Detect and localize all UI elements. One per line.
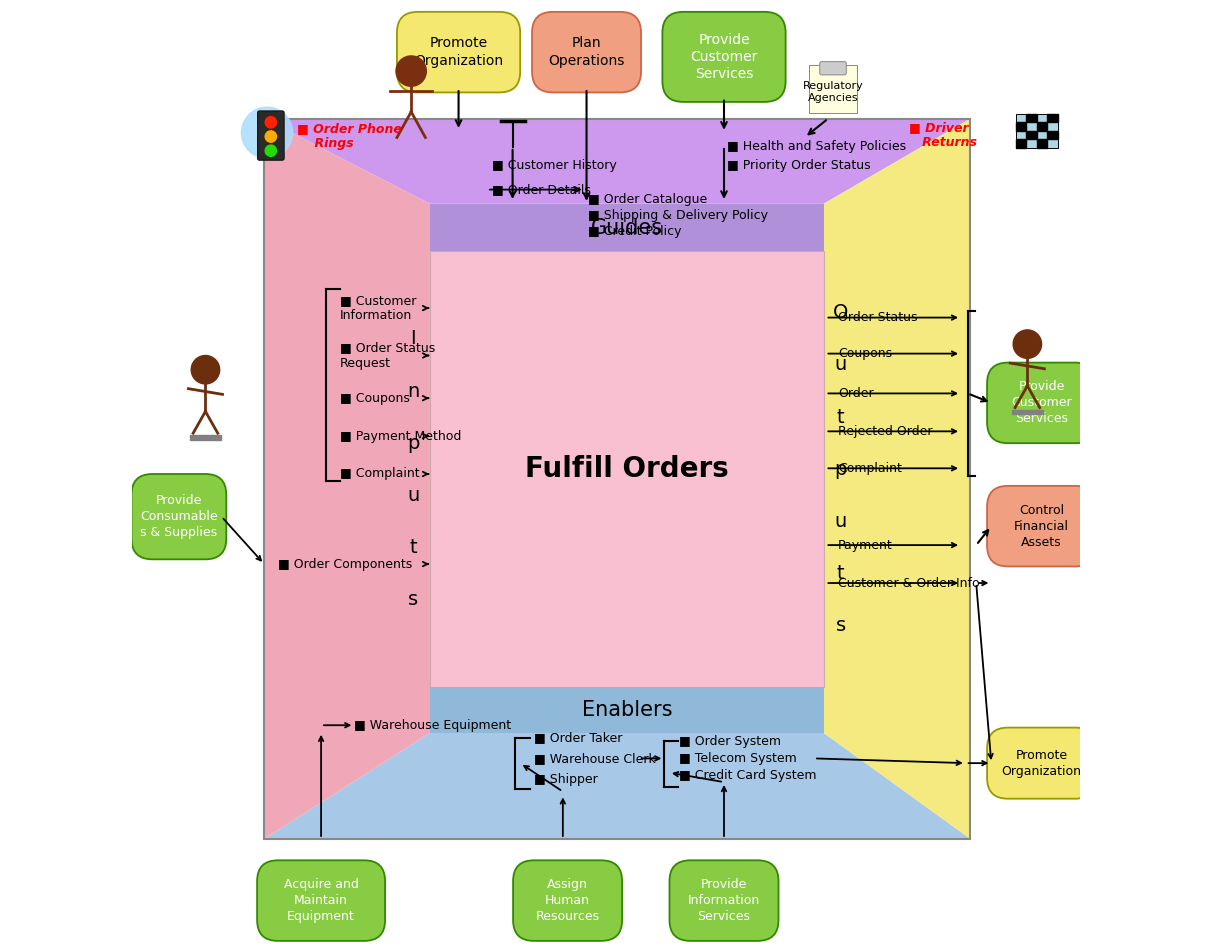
FancyBboxPatch shape — [987, 485, 1096, 566]
Text: Order: Order — [838, 387, 873, 400]
Polygon shape — [264, 118, 430, 839]
Text: ■ Order Status
Request: ■ Order Status Request — [340, 341, 435, 370]
Polygon shape — [264, 118, 970, 204]
Text: s: s — [836, 616, 845, 635]
Text: Complaint: Complaint — [838, 462, 902, 475]
FancyBboxPatch shape — [430, 251, 823, 687]
Text: Plan
Operations: Plan Operations — [549, 36, 625, 68]
FancyBboxPatch shape — [662, 12, 786, 102]
Circle shape — [1014, 330, 1041, 358]
Text: ■ Order System: ■ Order System — [679, 735, 781, 748]
Bar — [1048, 131, 1057, 139]
FancyBboxPatch shape — [987, 728, 1096, 798]
FancyBboxPatch shape — [513, 861, 622, 940]
Bar — [1048, 114, 1057, 122]
Circle shape — [191, 356, 219, 384]
Text: ■ Customer History: ■ Customer History — [492, 159, 616, 173]
Text: u: u — [407, 485, 419, 505]
Circle shape — [265, 131, 276, 142]
Text: ■ Warehouse Clerk: ■ Warehouse Clerk — [534, 752, 656, 765]
Text: t: t — [837, 564, 844, 583]
Text: Control
Financial
Assets: Control Financial Assets — [1014, 503, 1069, 549]
FancyBboxPatch shape — [987, 363, 1096, 444]
Text: Customer & Order Info: Customer & Order Info — [838, 576, 980, 590]
Text: Payment: Payment — [838, 538, 893, 552]
Text: Coupons: Coupons — [838, 347, 891, 360]
Text: Order Status: Order Status — [838, 311, 917, 324]
Text: p: p — [834, 460, 846, 479]
Bar — [1016, 122, 1027, 131]
Text: Provide
Consumable
s & Supplies: Provide Consumable s & Supplies — [140, 494, 218, 539]
Bar — [1037, 122, 1048, 131]
Text: ■ Coupons: ■ Coupons — [340, 392, 411, 405]
Text: ■ Shipper: ■ Shipper — [534, 773, 598, 786]
Text: Enablers: Enablers — [581, 700, 672, 720]
Text: ■ Order Components: ■ Order Components — [279, 557, 413, 571]
Circle shape — [396, 56, 426, 86]
Bar — [1012, 410, 1043, 414]
Text: ■ Health and Safety Policies: ■ Health and Safety Policies — [727, 140, 906, 154]
FancyBboxPatch shape — [1016, 114, 1057, 148]
Text: ■ Payment Method: ■ Payment Method — [340, 429, 461, 443]
FancyBboxPatch shape — [257, 861, 385, 940]
Text: s: s — [408, 590, 418, 610]
Text: Provide
Customer
Services: Provide Customer Services — [690, 32, 758, 82]
FancyBboxPatch shape — [430, 204, 823, 251]
FancyBboxPatch shape — [670, 861, 779, 940]
Polygon shape — [823, 118, 970, 839]
Text: Assign
Human
Resources: Assign Human Resources — [535, 878, 599, 923]
FancyBboxPatch shape — [532, 12, 641, 93]
Text: Regulatory
Agencies: Regulatory Agencies — [803, 82, 863, 102]
Text: ■ Credit Policy: ■ Credit Policy — [589, 225, 682, 238]
Text: u: u — [834, 512, 846, 531]
FancyBboxPatch shape — [820, 62, 846, 75]
Bar — [1027, 114, 1037, 122]
FancyBboxPatch shape — [430, 687, 823, 733]
Text: Promote
Organization: Promote Organization — [414, 36, 503, 68]
Text: Acquire and
Maintain
Equipment: Acquire and Maintain Equipment — [283, 878, 358, 923]
Circle shape — [265, 145, 276, 156]
Text: ■ Order Taker: ■ Order Taker — [534, 731, 622, 744]
Text: u: u — [834, 356, 846, 374]
Text: ■ Shipping & Delivery Policy: ■ Shipping & Delivery Policy — [589, 209, 769, 222]
Text: ■ Priority Order Status: ■ Priority Order Status — [727, 159, 871, 173]
Text: t: t — [409, 538, 417, 557]
Text: Promote
Organization: Promote Organization — [1001, 749, 1081, 777]
Text: ■ Customer
Information: ■ Customer Information — [340, 294, 417, 322]
Circle shape — [265, 117, 276, 128]
Text: ■ Credit Card System: ■ Credit Card System — [679, 769, 817, 782]
Text: Provide
Information
Services: Provide Information Services — [688, 878, 761, 923]
Text: Provide
Customer
Services: Provide Customer Services — [1011, 380, 1072, 426]
Text: Fulfill Orders: Fulfill Orders — [524, 455, 729, 483]
Text: O: O — [833, 303, 848, 322]
Bar — [190, 435, 220, 440]
FancyBboxPatch shape — [258, 111, 285, 160]
FancyBboxPatch shape — [397, 12, 521, 93]
Text: ■ Telecom System: ■ Telecom System — [679, 752, 797, 765]
Bar — [1027, 131, 1037, 139]
Text: ■ Order Catalogue: ■ Order Catalogue — [589, 192, 707, 206]
Text: ■ Order Details: ■ Order Details — [492, 183, 591, 196]
Text: I: I — [411, 329, 415, 349]
Text: t: t — [837, 408, 844, 427]
Text: ■ Order Phone
    Rings: ■ Order Phone Rings — [298, 121, 402, 150]
Polygon shape — [264, 733, 970, 839]
FancyBboxPatch shape — [132, 474, 226, 559]
FancyBboxPatch shape — [809, 65, 856, 113]
Text: Rejected Order: Rejected Order — [838, 425, 932, 438]
Bar — [1016, 139, 1027, 148]
Text: ■ Warehouse Equipment: ■ Warehouse Equipment — [355, 719, 511, 732]
Text: p: p — [407, 433, 419, 453]
Circle shape — [241, 107, 293, 158]
Text: ■ Driver
   Returns: ■ Driver Returns — [909, 120, 977, 149]
Text: Guides: Guides — [591, 217, 662, 238]
Text: n: n — [407, 381, 419, 401]
Bar — [1037, 139, 1048, 148]
Text: ■ Complaint: ■ Complaint — [340, 467, 420, 481]
